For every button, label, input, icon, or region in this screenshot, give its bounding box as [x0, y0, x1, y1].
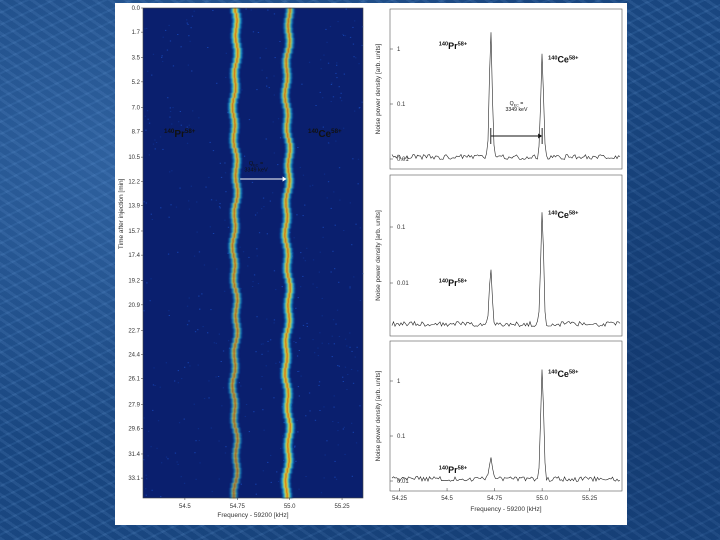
qec-annotation: QEC =	[249, 161, 263, 167]
qec-arrowhead	[538, 133, 543, 139]
y-tick-label: 17.4	[128, 253, 140, 259]
panel-frame	[389, 174, 623, 337]
spectrum-panel-3: 1 0.1 0.01 Noise power density [arb. units]…	[375, 340, 623, 492]
y-tick-label: 1	[397, 379, 401, 385]
spectrum-panel-2: 0.1 0.01 Noise power density [arb. units] 1…	[375, 174, 623, 337]
trace-label-pr: 140Pr58+	[164, 128, 196, 140]
x-tick-label: 54.5	[179, 504, 191, 510]
trace-label-ce: 140Ce58+	[308, 128, 342, 140]
peak-label-pr: 140Pr58+	[439, 465, 468, 475]
panel-frame	[389, 340, 623, 492]
y-tick-label: 22.7	[128, 328, 140, 334]
x-axis-label: Frequency - 59200 [kHz]	[217, 512, 288, 519]
spectrum-line	[391, 369, 621, 483]
figure-panel: 0.0 1.7 3.5 5.2 7.0 8.7 10.5 12.2 13.9 15.7 17.4 19…	[115, 3, 627, 525]
x-axis-label: Frequency - 59200 [kHz]	[470, 506, 541, 513]
y-tick-label: 19.2	[128, 279, 140, 285]
y-tick-label: 0.01	[397, 281, 409, 287]
panel-frame	[389, 8, 623, 170]
heatmap-background	[143, 8, 363, 498]
qec-annotation-value: 3349 keV	[505, 107, 527, 113]
y-tick-label: 31.4	[128, 452, 140, 458]
qec-annotation: QEC =	[510, 101, 524, 107]
heatmap-noise	[143, 8, 364, 498]
y-tick-label: 0.01	[397, 479, 409, 485]
y-tick-label: 0.01	[397, 157, 409, 163]
spectrum-line	[391, 212, 621, 328]
y-tick-label: 10.5	[128, 155, 140, 161]
y-tick-label: 24.4	[128, 353, 140, 359]
peak-label-pr: 140Pr58+	[439, 278, 468, 288]
y-axis-label: Noise power density [arb. units]	[375, 210, 382, 301]
y-tick-label: 15.7	[128, 229, 140, 235]
heatmap-frame	[142, 7, 364, 499]
y-tick-label: 1	[397, 47, 401, 53]
y-tick-label: 0.1	[397, 434, 406, 440]
x-tick-labels: 54.5 54.75 55.0 55.25	[179, 504, 350, 510]
peak-label-ce: 140Ce58+	[548, 210, 579, 220]
peak-label-ce: 140Ce58+	[548, 55, 579, 65]
y-tick-label: 1.7	[132, 30, 141, 36]
y-tick-label: 7.0	[132, 105, 141, 111]
x-tick-label: 54.75	[487, 496, 503, 502]
y-axis-label: Noise power density [arb. units]	[375, 43, 382, 134]
spectrum-line	[391, 32, 621, 161]
y-tick-label: 33.1	[128, 476, 140, 482]
trace-ce	[278, 8, 297, 499]
x-tick-label: 54.25	[392, 496, 408, 502]
peak-label-ce: 140Ce58+	[548, 369, 579, 379]
spectrum-panel-1: 1 0.1 0.01 Noise power density [arb. units]…	[375, 8, 623, 170]
y-tick-label: 5.2	[132, 80, 141, 86]
y-tick-label: 29.6	[128, 426, 140, 432]
y-axis-label: Noise power density [arb. units]	[375, 370, 382, 461]
y-tick-label: 0.0	[132, 6, 141, 12]
x-tick-label: 55.25	[582, 496, 598, 502]
y-tick-label: 12.2	[128, 179, 140, 185]
y-tick-label: 20.9	[128, 303, 140, 309]
y-tick-label: 8.7	[132, 130, 141, 136]
x-tick-label: 55.25	[335, 504, 351, 510]
x-tick-label: 54.5	[441, 496, 453, 502]
y-tick-label: 3.5	[132, 56, 141, 62]
trace-pr	[226, 8, 245, 499]
x-tick-label: 54.75	[230, 504, 246, 510]
x-tick-label: 55.0	[284, 504, 296, 510]
spectrogram-chart: 0.0 1.7 3.5 5.2 7.0 8.7 10.5 12.2 13.9 15.7 17.4 19…	[118, 6, 364, 519]
qec-annotation-value: 3349 keV	[244, 168, 268, 174]
y-tick-label: 0.1	[397, 225, 406, 231]
y-tick-label: 26.1	[128, 377, 140, 383]
y-tick-label: 0.1	[397, 102, 406, 108]
x-tick-label: 55.0	[536, 496, 548, 502]
y-tick-labels: 0.0 1.7 3.5 5.2 7.0 8.7 10.5 12.2 13.9 15.7 17.4 19…	[128, 6, 140, 482]
y-tick-label: 13.9	[128, 203, 140, 209]
spectra-chart: 1 0.1 0.01 Noise power density [arb. units]…	[375, 8, 623, 513]
y-axis-label: Time after injection [min]	[118, 178, 125, 249]
y-tick-label: 27.9	[128, 402, 140, 408]
qec-arrowhead	[282, 176, 287, 182]
peak-label-pr: 140Pr58+	[439, 41, 468, 51]
